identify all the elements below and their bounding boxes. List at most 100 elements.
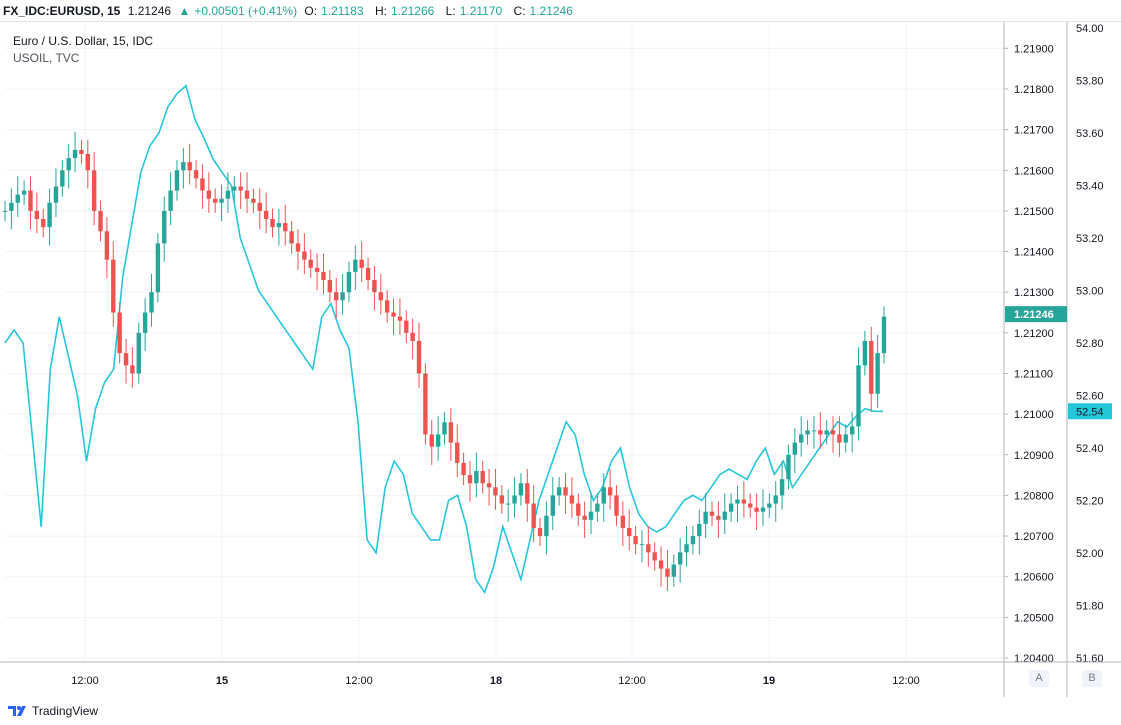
legend-compare-series[interactable]: USOIL, TVC [13,51,80,65]
candle-body [639,544,645,546]
log-scale-button[interactable]: B [1082,670,1102,687]
candle-body [442,422,447,435]
candle-body [257,202,262,211]
candle [849,412,855,453]
candle [9,188,14,230]
candle [716,501,721,539]
candle-body [862,340,868,366]
candle-body [295,243,301,252]
candle-body [193,170,199,179]
candle-body [875,353,880,394]
usoil-tick-label: 53.00 [1076,286,1104,298]
candle-body [499,495,505,504]
candle-body [98,210,103,232]
candle-body [690,536,696,545]
candle-body [391,312,396,317]
candle [798,416,804,457]
candle [79,139,84,165]
tradingview-brand[interactable]: TradingView [8,704,98,718]
candle [423,363,428,445]
candle [671,554,677,587]
candle [722,493,727,535]
usoil-tick-label: 53.40 [1076,181,1104,193]
candle [442,412,447,445]
candle-body [531,503,536,528]
candle [856,347,861,441]
candle [646,525,651,567]
candle-body [327,280,333,293]
time-tick-label: 12:00 [892,675,920,687]
eurusd-last-value: 1.21246 [1014,309,1054,321]
candle-body [149,292,154,313]
candle [359,241,364,283]
candle-body [79,149,84,154]
low-value: 1.21170 [459,4,503,18]
candle-body [518,483,524,496]
time-tick-label: 12:00 [618,675,646,687]
candle-body [728,503,734,512]
tradingview-logo-icon [8,706,26,716]
eurusd-tick-label: 1.20900 [1014,450,1054,462]
price-chart[interactable]: 1.21900 1.21800 1.21700 1.21600 1.21500 1.214… [0,22,1121,697]
candle-body [620,515,626,528]
candle-body [334,292,339,301]
candle [677,538,683,583]
candle [588,493,594,535]
candle [98,200,103,242]
candle-body [658,560,664,569]
candle [760,489,766,526]
time-tick-label: 15 [216,675,228,687]
candle-body [582,515,587,520]
candle [41,208,46,238]
candle [283,204,288,246]
candle [302,233,307,274]
candle-body [353,259,358,272]
usoil-tick-label: 53.20 [1076,233,1104,245]
candle-body [142,312,148,333]
candle [270,208,275,238]
candle-body [556,487,562,496]
candle [550,477,555,530]
candle [505,489,511,522]
candle-body [748,503,753,508]
candle [665,550,670,591]
time-tick-label: 18 [490,675,502,687]
high-label: H: [374,4,387,18]
candle [149,273,154,327]
usoil-series [4,84,883,595]
candle-body [359,259,364,268]
usoil-tick-label: 51.60 [1076,653,1104,665]
eurusd-tick-label: 1.21400 [1014,247,1054,259]
candle [792,428,798,474]
candle [34,192,40,234]
candle-body [410,332,415,341]
candle-body [512,495,517,504]
change-arrow-icon: ▲ [178,4,191,18]
candle [811,416,817,449]
candle [238,172,243,209]
candle [212,188,218,213]
candle-body [677,552,683,565]
legend-main-series[interactable]: Euro / U.S. Dollar, 15, IDC [13,34,154,48]
usoil-tick-label: 52.80 [1076,338,1104,350]
candle [155,233,161,303]
candle [754,493,759,530]
auto-scale-button[interactable]: A [1029,670,1049,687]
candle [244,172,250,213]
usoil-tick-label: 53.60 [1076,128,1104,140]
change-value: +0.00501 (+0.41%) [194,4,298,18]
candle [684,525,689,567]
candle-body [786,454,791,480]
candle [703,493,708,539]
candle [582,501,587,539]
candle-body [15,194,20,203]
candle-body [754,507,759,512]
candle [187,143,192,185]
candle-body [652,552,657,561]
candle-body [760,507,766,512]
candle [181,147,186,189]
candle [474,452,479,498]
candle [257,188,262,230]
candle-body [646,544,651,553]
eurusd-tick-label: 1.20600 [1014,572,1054,584]
